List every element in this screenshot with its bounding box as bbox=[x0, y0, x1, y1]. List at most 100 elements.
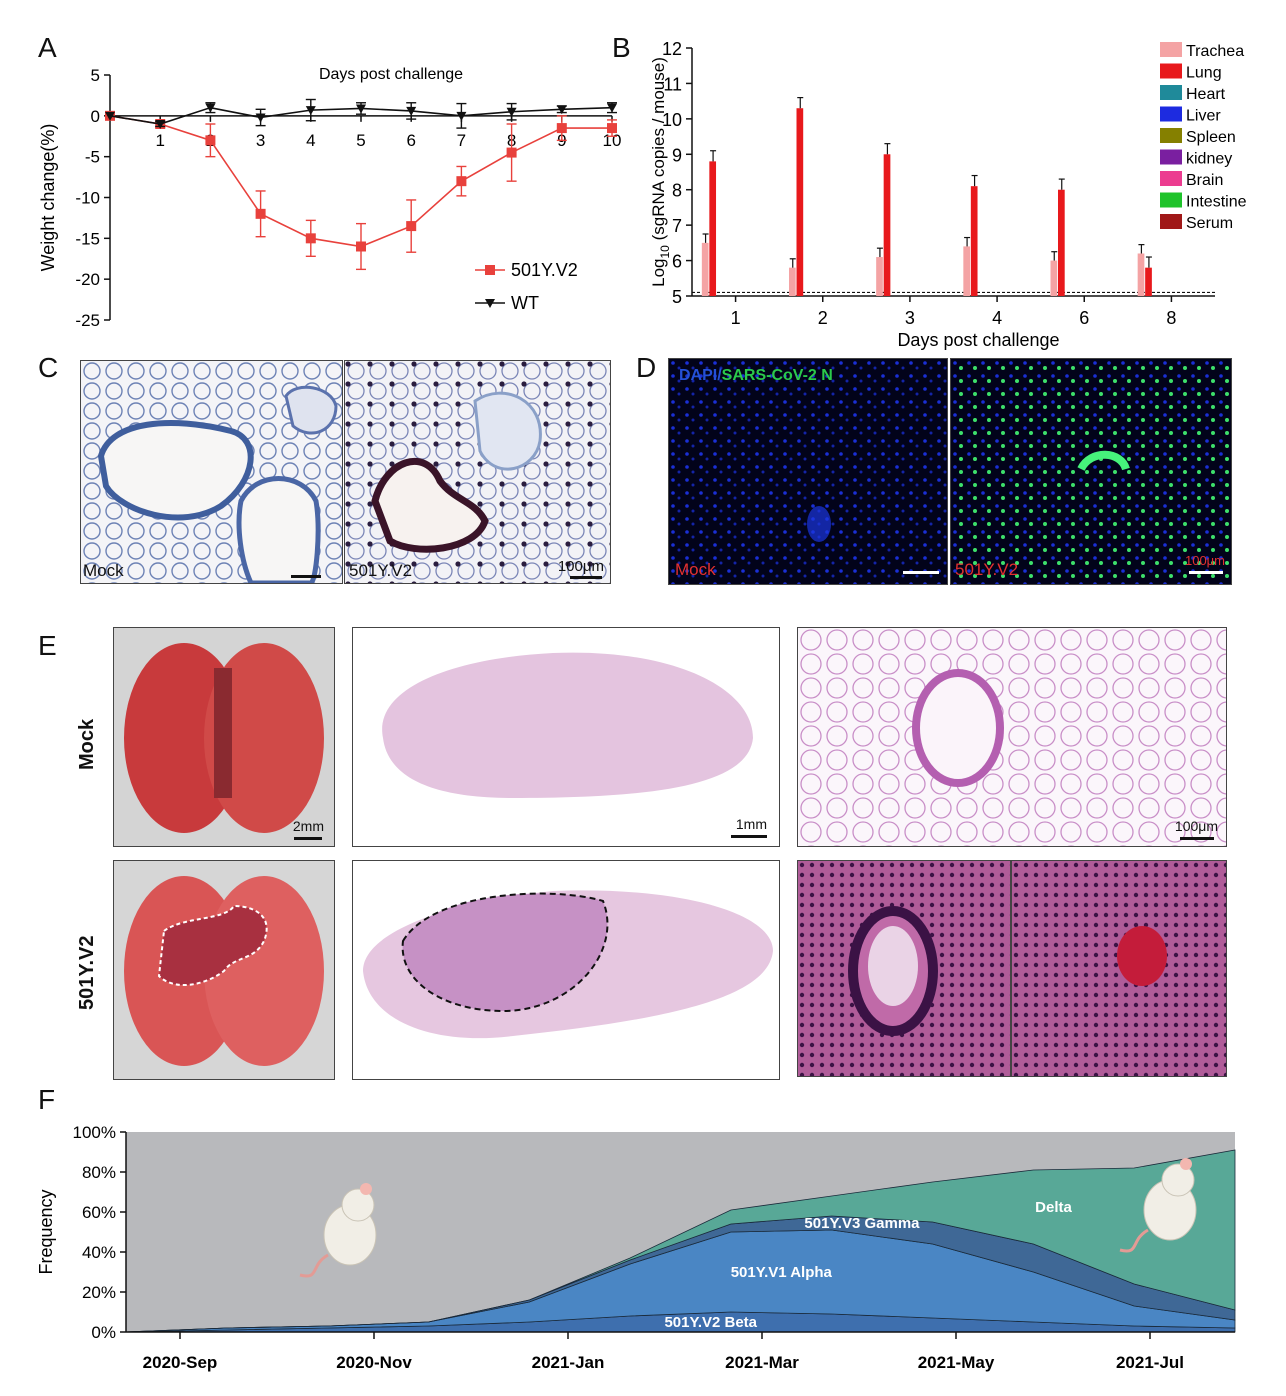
legend-label: Serum bbox=[1186, 215, 1233, 232]
series-WT: WT bbox=[105, 98, 617, 313]
he-zoom-501y-a bbox=[797, 860, 1011, 1077]
panel-label-f: F bbox=[38, 1084, 56, 1115]
zoom-mock-tissue bbox=[798, 628, 1226, 846]
if-title-dapi: DAPI/ bbox=[679, 367, 722, 384]
ihc-501y-image: 501Y.V2 100μm bbox=[344, 360, 611, 584]
legend-label: Trachea bbox=[1186, 43, 1244, 60]
y-tick-label: 20% bbox=[82, 1283, 116, 1302]
data-point bbox=[205, 135, 216, 146]
data-point bbox=[155, 120, 166, 129]
legend-swatch bbox=[1160, 42, 1182, 57]
panel-label-c: C bbox=[38, 352, 59, 383]
x-tick-label: 8 bbox=[1166, 308, 1176, 328]
x-tick-label: 2021-Jan bbox=[532, 1353, 605, 1372]
legend-swatch bbox=[1160, 171, 1182, 186]
panel-label-b: B bbox=[612, 32, 631, 63]
data-point bbox=[255, 208, 266, 219]
y-tick-label: 6 bbox=[672, 252, 682, 272]
scale-bar bbox=[294, 837, 322, 840]
lung-501y bbox=[124, 876, 324, 1066]
y-tick-label: 60% bbox=[82, 1203, 116, 1222]
if-title: DAPI/SARS-CoV-2 N bbox=[679, 367, 833, 385]
x-tick-label: 7 bbox=[457, 131, 466, 150]
data-point bbox=[456, 111, 467, 121]
zoom-501y-tissue-b bbox=[1012, 861, 1226, 1076]
bar-Lung bbox=[709, 161, 717, 296]
bar-Lung bbox=[1145, 267, 1152, 296]
legend-swatch bbox=[1160, 192, 1182, 208]
area-Delta bbox=[125, 1149, 1236, 1333]
ihc-mock-label: Mock bbox=[83, 561, 124, 580]
x-tick-label: 4 bbox=[306, 131, 315, 150]
y-tick-label: 11 bbox=[663, 74, 682, 94]
data-point bbox=[406, 221, 417, 232]
data-point bbox=[607, 123, 617, 134]
area-label-501Y.V3 Gamma: 501Y.V3 Gamma bbox=[804, 1215, 920, 1232]
legend-marker bbox=[485, 265, 495, 275]
gross-501y-image bbox=[113, 860, 335, 1080]
legend-label: Intestine bbox=[1186, 194, 1247, 211]
scale-label: 1mm bbox=[735, 816, 767, 832]
x-tick-label: 2 bbox=[818, 308, 828, 328]
ihc-mock-image: Mock bbox=[80, 360, 343, 584]
legend-label: kidney bbox=[1186, 151, 1232, 168]
x-tick-label: 3 bbox=[905, 308, 915, 328]
weight-change-chart: 50-5-10-15-20-2512345678910Days post cha… bbox=[38, 66, 621, 330]
panel-label-a: A bbox=[38, 32, 57, 63]
mouse-illustration-left bbox=[299, 1183, 377, 1278]
scale-bar bbox=[1180, 837, 1214, 840]
mouse-ear bbox=[360, 1183, 372, 1195]
bar-Lung bbox=[796, 108, 804, 296]
y-tick-label: 5 bbox=[91, 66, 100, 85]
he-zoom-mock: 100μm bbox=[797, 627, 1227, 847]
y-tick-label: -25 bbox=[75, 311, 100, 330]
legend-marker bbox=[485, 299, 495, 308]
panel-label-d: D bbox=[636, 352, 657, 383]
data-point bbox=[406, 106, 417, 116]
y-tick-label: 10 bbox=[662, 110, 682, 130]
variant-frequency-chart: 501Y.V2 Beta 501Y.V1 Alpha 501Y.V3 Gamma De… bbox=[36, 1123, 1236, 1372]
data-point bbox=[356, 241, 366, 252]
y-tick-label: 9 bbox=[672, 145, 682, 165]
y-tick-label: -15 bbox=[75, 229, 100, 248]
legend-swatch bbox=[1160, 63, 1182, 79]
legend-swatch bbox=[1160, 214, 1182, 229]
scale-label: 100μm bbox=[1174, 818, 1218, 834]
y-tick-label: 5 bbox=[672, 287, 682, 307]
y-axis-label: Log10 (sgRNA copies / mouse) bbox=[649, 57, 672, 287]
mouse-tail bbox=[1119, 1228, 1149, 1253]
lung-mock bbox=[124, 643, 324, 833]
y-tick-label: -10 bbox=[75, 189, 100, 208]
if-mock-nuclei bbox=[669, 359, 947, 584]
x-tick-label: 2021-Mar bbox=[725, 1353, 799, 1372]
if-501y-image: 501Y.V2 100μm bbox=[950, 358, 1232, 585]
if-mock-label: Mock bbox=[675, 560, 716, 579]
legend-swatch bbox=[1160, 149, 1182, 165]
ihc-501y-tissue bbox=[345, 361, 610, 583]
mouse-head bbox=[341, 1188, 375, 1222]
y-axis-label: Frequency bbox=[36, 1189, 56, 1274]
data-point bbox=[205, 103, 216, 113]
x-tick-label: 2021-Jul bbox=[1116, 1353, 1184, 1372]
section-501y-tissue bbox=[363, 890, 773, 1039]
y-tick-label: 8 bbox=[672, 181, 682, 201]
scale-label: 2mm bbox=[292, 818, 324, 834]
scale-bar bbox=[570, 576, 602, 579]
mouse-head bbox=[1161, 1163, 1195, 1197]
y-tick-label: -5 bbox=[85, 148, 100, 167]
scale-label: 100μm bbox=[557, 558, 604, 575]
x-tick-label: 4 bbox=[992, 308, 1002, 328]
row-label-mock: Mock bbox=[76, 718, 98, 770]
data-point bbox=[456, 176, 467, 187]
he-section-501y bbox=[352, 860, 780, 1080]
bar-Trachea bbox=[789, 267, 796, 296]
scale-bar bbox=[291, 575, 321, 578]
legend-swatch bbox=[1160, 85, 1182, 100]
bar-Lung bbox=[1058, 189, 1065, 296]
bar-Lung bbox=[883, 154, 891, 296]
y-tick-label: 80% bbox=[82, 1163, 116, 1182]
data-point bbox=[607, 103, 617, 113]
zoom-501y-tissue-a bbox=[798, 861, 1010, 1076]
x-tick-label: 1 bbox=[155, 131, 164, 150]
x-tick-label: 2021-May bbox=[918, 1353, 995, 1372]
